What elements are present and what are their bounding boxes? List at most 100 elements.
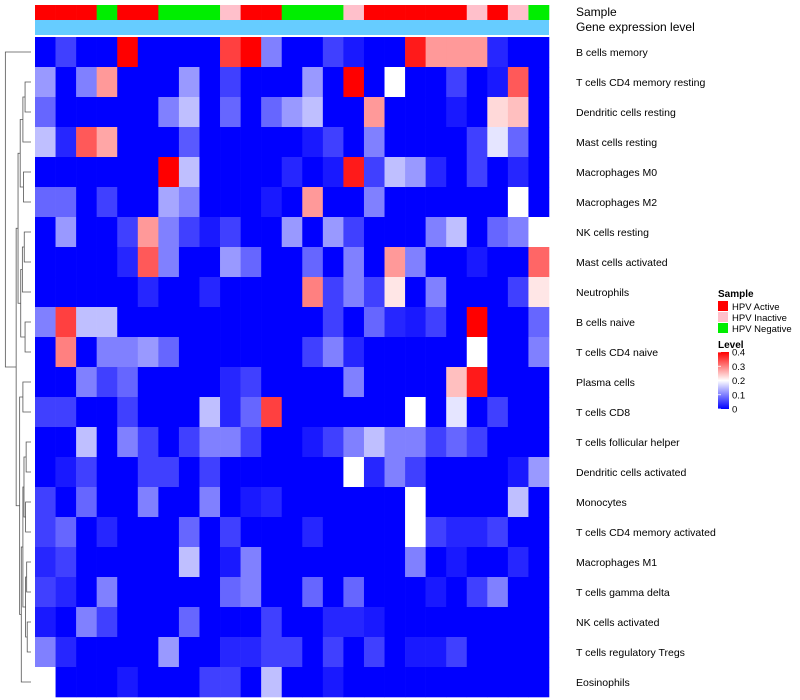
- heatmap-cell: [302, 67, 324, 98]
- heatmap-cell: [343, 337, 365, 368]
- heatmap-cell: [343, 67, 365, 98]
- row-label: T cells CD4 memory activated: [576, 527, 716, 539]
- heatmap-cell: [363, 127, 385, 158]
- heatmap-cell: [405, 187, 426, 218]
- heatmap-cell: [281, 187, 303, 218]
- heatmap-cell: [466, 187, 488, 218]
- heatmap-cell: [446, 427, 468, 458]
- heatmap-cell: [322, 577, 344, 608]
- heatmap-cell: [55, 337, 77, 368]
- heatmap-cell: [487, 97, 509, 128]
- heatmap-cell: [363, 337, 385, 368]
- heatmap-cell: [281, 457, 303, 488]
- heatmap-cell: [322, 367, 344, 398]
- heatmap-cell: [220, 427, 241, 458]
- heatmap-cell: [507, 247, 529, 278]
- heatmap-cell: [35, 427, 56, 458]
- heatmap-cell: [363, 187, 385, 218]
- heatmap-cell: [55, 367, 77, 398]
- heatmap-cell: [528, 367, 550, 398]
- heatmap-cell: [76, 67, 97, 98]
- heatmap-cell: [178, 217, 200, 248]
- heatmap-cell: [76, 97, 97, 128]
- heatmap-cell: [55, 607, 77, 638]
- heatmap-cell: [96, 487, 118, 518]
- heatmap-cell: [384, 487, 406, 518]
- heatmap-cell: [240, 547, 262, 578]
- heatmap-cell: [343, 427, 365, 458]
- heatmap-cell: [322, 307, 344, 338]
- heatmap-cell: [528, 397, 550, 428]
- heatmap-cell: [199, 367, 221, 398]
- heatmap-cell: [178, 367, 200, 398]
- heatmap-cell: [425, 187, 447, 218]
- heatmap-cell: [343, 517, 365, 548]
- heatmap-cell: [220, 217, 241, 248]
- heatmap-cell: [446, 397, 468, 428]
- heatmap-cell: [363, 637, 385, 668]
- heatmap-cell: [302, 37, 324, 68]
- heatmap-cell: [178, 67, 200, 98]
- heatmap-cell: [261, 667, 283, 698]
- heatmap-cell: [117, 67, 139, 98]
- legend-level-tick-label: 0.4: [732, 348, 745, 359]
- heatmap-cell: [158, 577, 180, 608]
- heatmap-cell: [137, 517, 159, 548]
- heatmap-cell: [55, 157, 77, 188]
- dendrogram-branch: [25, 501, 31, 533]
- heatmap-cell: [528, 97, 550, 128]
- heatmap-cell: [343, 607, 365, 638]
- heatmap-cell: [55, 37, 77, 68]
- heatmap-cell: [487, 427, 509, 458]
- heatmap-cell: [35, 157, 56, 188]
- heatmap-cell: [220, 367, 241, 398]
- heatmap-cell: [425, 487, 447, 518]
- heatmap-cell: [261, 127, 283, 158]
- heatmap-cell: [446, 667, 468, 698]
- heatmap-cell: [507, 637, 529, 668]
- heatmap-cell: [117, 427, 139, 458]
- heatmap-cell: [363, 277, 385, 308]
- heatmap-cell: [425, 67, 447, 98]
- heatmap-cell: [55, 457, 77, 488]
- heatmap-cell: [528, 157, 550, 188]
- heatmap-cell: [405, 127, 426, 158]
- heatmap-cell: [322, 127, 344, 158]
- heatmap-cell: [261, 187, 283, 218]
- heatmap-cell: [158, 127, 180, 158]
- heatmap-cell: [220, 577, 241, 608]
- heatmap-cell: [528, 547, 550, 578]
- heatmap-cell: [466, 367, 488, 398]
- heatmap-cell: [507, 367, 529, 398]
- heatmap-cell: [55, 307, 77, 338]
- heatmap-cell: [96, 67, 118, 98]
- heatmap-cell: [96, 577, 118, 608]
- heatmap-cell: [446, 607, 468, 638]
- heatmap-cell: [384, 427, 406, 458]
- heatmap-cell: [487, 127, 509, 158]
- heatmap-cell: [446, 97, 468, 128]
- heatmap-cell: [487, 397, 509, 428]
- heatmap-cell: [425, 127, 447, 158]
- heatmap-cell: [199, 667, 221, 698]
- heatmap-cell: [425, 637, 447, 668]
- heatmap-cell: [363, 577, 385, 608]
- heatmap-cell: [220, 397, 241, 428]
- legend-sample-label: HPV Negative: [732, 324, 792, 335]
- heatmap-cell: [158, 667, 180, 698]
- heatmap-cell: [528, 577, 550, 608]
- heatmap-cell: [96, 307, 118, 338]
- row-label: T cells gamma delta: [576, 587, 670, 599]
- heatmap-cell: [117, 127, 139, 158]
- legend-level-tick-label: 0: [732, 405, 737, 416]
- heatmap-cell: [425, 547, 447, 578]
- heatmap-cell: [137, 187, 159, 218]
- row-label: Macrophages M1: [576, 557, 657, 569]
- heatmap-cell: [35, 337, 56, 368]
- heatmap-cell: [76, 217, 97, 248]
- heatmap-cell: [487, 367, 509, 398]
- heatmap-cell: [137, 487, 159, 518]
- sample-annotation-cell: [35, 5, 56, 20]
- heatmap-cell: [178, 637, 200, 668]
